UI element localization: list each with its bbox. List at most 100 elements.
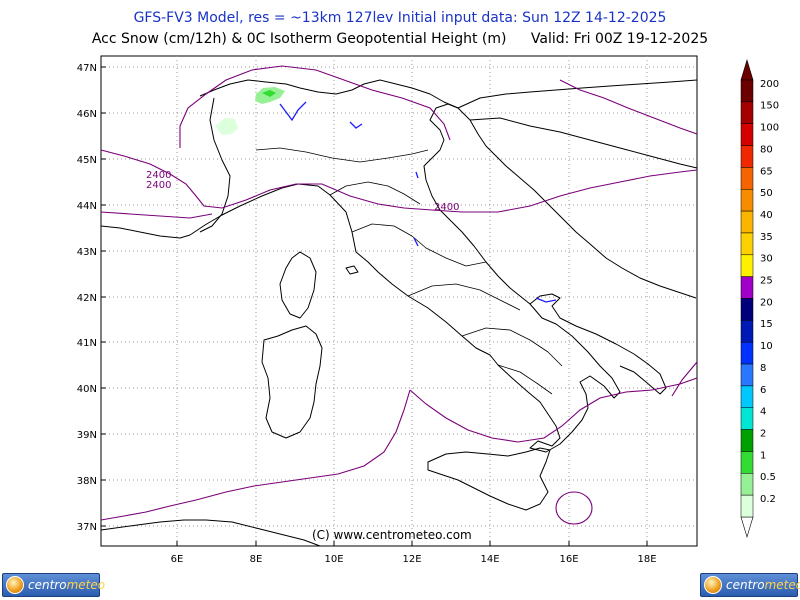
lon-label-8e: 8E xyxy=(250,554,263,565)
legend-level-label: 8 xyxy=(760,363,766,374)
brand-name: centrometeo xyxy=(28,578,106,592)
brand-logo-right[interactable]: centrometeo xyxy=(700,573,800,597)
brand-logo-left[interactable]: centrometeo xyxy=(2,573,105,597)
legend-level-label: 200 xyxy=(760,79,779,90)
isotherm-contour-west xyxy=(100,211,213,219)
lat-label-38n: 38N xyxy=(77,476,97,487)
legend-color-box xyxy=(740,429,754,452)
legend-level-label: 100 xyxy=(760,123,779,134)
isotherm-label: 2400 xyxy=(146,170,171,181)
legend-color-box xyxy=(740,167,754,190)
ligurian-coast xyxy=(100,225,191,239)
longitude-labels: 6E 8E 10E 12E 14E 16E 18E xyxy=(171,554,657,565)
elba xyxy=(345,265,359,275)
legend-level-label: 1 xyxy=(760,450,766,461)
legend-color-box xyxy=(740,451,754,474)
axis-ticks xyxy=(101,66,648,546)
legend-color-box xyxy=(740,298,754,321)
legend-level-label: 65 xyxy=(760,166,773,177)
lat-label-45n: 45N xyxy=(77,155,97,166)
legend-level-label: 0.2 xyxy=(760,494,776,505)
lon-label-16e: 16E xyxy=(559,554,578,565)
corsica xyxy=(279,251,317,319)
legend-level-label: 150 xyxy=(760,101,779,112)
model-title: GFS-FV3 Model, res = ~13km 127lev Initia… xyxy=(133,10,667,26)
legend-color-box xyxy=(740,101,754,124)
lat-label-37n: 37N xyxy=(77,522,97,533)
isotherm-label: 2400 xyxy=(146,180,171,191)
legend-level-label: 35 xyxy=(760,232,773,243)
snow-accumulation xyxy=(215,87,285,135)
italy-mainland-outline xyxy=(189,103,621,453)
regional-border xyxy=(329,181,421,205)
lon-label-10e: 10E xyxy=(324,554,343,565)
legend-color-box xyxy=(740,341,754,365)
legend-color-box xyxy=(740,210,754,234)
legend-arrow-top xyxy=(740,58,754,81)
legend-level-label: 40 xyxy=(760,210,773,221)
isotherm-contour-southwest xyxy=(100,389,411,521)
globe-icon xyxy=(704,576,722,594)
slovenia-croatia-border xyxy=(469,117,698,169)
lat-label-41n: 41N xyxy=(77,338,97,349)
isotherm-contour-alps xyxy=(179,65,451,148)
lon-label-14e: 14E xyxy=(480,554,499,565)
france-italy-border xyxy=(199,97,231,233)
legend-color-box xyxy=(740,385,754,408)
legend-color-box xyxy=(740,407,754,430)
regional-border-6 xyxy=(255,147,429,163)
puglia-coast xyxy=(529,293,667,395)
isotherm-labels: 2400 2400 2400 xyxy=(146,170,459,213)
latitude-labels: 47N 46N 45N 44N 43N 42N 41N 40N 39N 38N … xyxy=(77,63,97,533)
legend-color-box xyxy=(740,363,754,387)
legend-color-box xyxy=(740,320,754,343)
legend-color-box xyxy=(740,473,754,496)
isotherm-contour-south xyxy=(409,377,698,443)
legend: 200 150 100 80 65 50 40 35 30 25 20 15 10 8 6 4 2 1 0.5 0.2 xyxy=(740,58,779,539)
legend-color-box xyxy=(740,254,754,277)
lon-label-12e: 12E xyxy=(402,554,421,565)
lat-label-39n: 39N xyxy=(77,430,97,441)
legend-labels: 200 150 100 80 65 50 40 35 30 25 20 15 10 8 6 4 2 1 0.5 0.2 xyxy=(760,79,779,505)
legend-color-box xyxy=(740,494,754,518)
lat-label-43n: 43N xyxy=(77,247,97,258)
lat-label-42n: 42N xyxy=(77,293,97,304)
balkan-border xyxy=(457,79,698,109)
map-frame xyxy=(100,55,698,547)
isotherm-contour-cell xyxy=(555,491,593,525)
lat-label-44n: 44N xyxy=(77,201,97,212)
coastlines xyxy=(100,79,698,547)
legend-level-label: 10 xyxy=(760,341,773,352)
brand-name: centrometeo xyxy=(726,578,800,592)
lon-label-6e: 6E xyxy=(171,554,184,565)
legend-color-box xyxy=(740,232,754,256)
legend-level-label: 30 xyxy=(760,254,773,265)
legend-color-boxes xyxy=(740,79,754,518)
copyright-text: (C) www.centrometeo.com xyxy=(312,528,472,542)
field-title: Acc Snow (cm/12h) & 0C Isotherm Geopoten… xyxy=(0,31,800,47)
legend-level-label: 50 xyxy=(760,188,773,199)
legend-color-box xyxy=(740,145,754,168)
regional-border-3 xyxy=(407,283,521,311)
legend-level-label: 25 xyxy=(760,276,773,287)
legend-level-label: 80 xyxy=(760,144,773,155)
lakes xyxy=(279,101,557,303)
isotherm-contour-southeast xyxy=(671,361,698,397)
valid-time: Valid: Fri 00Z 19-12-2025 xyxy=(530,31,709,47)
legend-level-label: 6 xyxy=(760,385,766,396)
field-description: Acc Snow (cm/12h) & 0C Isotherm Geopoten… xyxy=(91,31,507,47)
globe-icon xyxy=(6,576,24,594)
isotherm-label: 2400 xyxy=(434,202,459,213)
sicily xyxy=(427,447,551,511)
legend-color-box xyxy=(740,79,754,103)
alpine-border xyxy=(199,79,459,109)
isotherm-contours xyxy=(100,65,698,525)
legend-level-label: 2 xyxy=(760,428,766,439)
regional-border-2 xyxy=(351,223,487,267)
regional-border-5 xyxy=(497,364,553,395)
legend-level-label: 0.5 xyxy=(760,472,776,483)
legend-color-box xyxy=(740,189,754,212)
legend-level-label: 15 xyxy=(760,319,773,330)
legend-level-label: 20 xyxy=(760,297,773,308)
